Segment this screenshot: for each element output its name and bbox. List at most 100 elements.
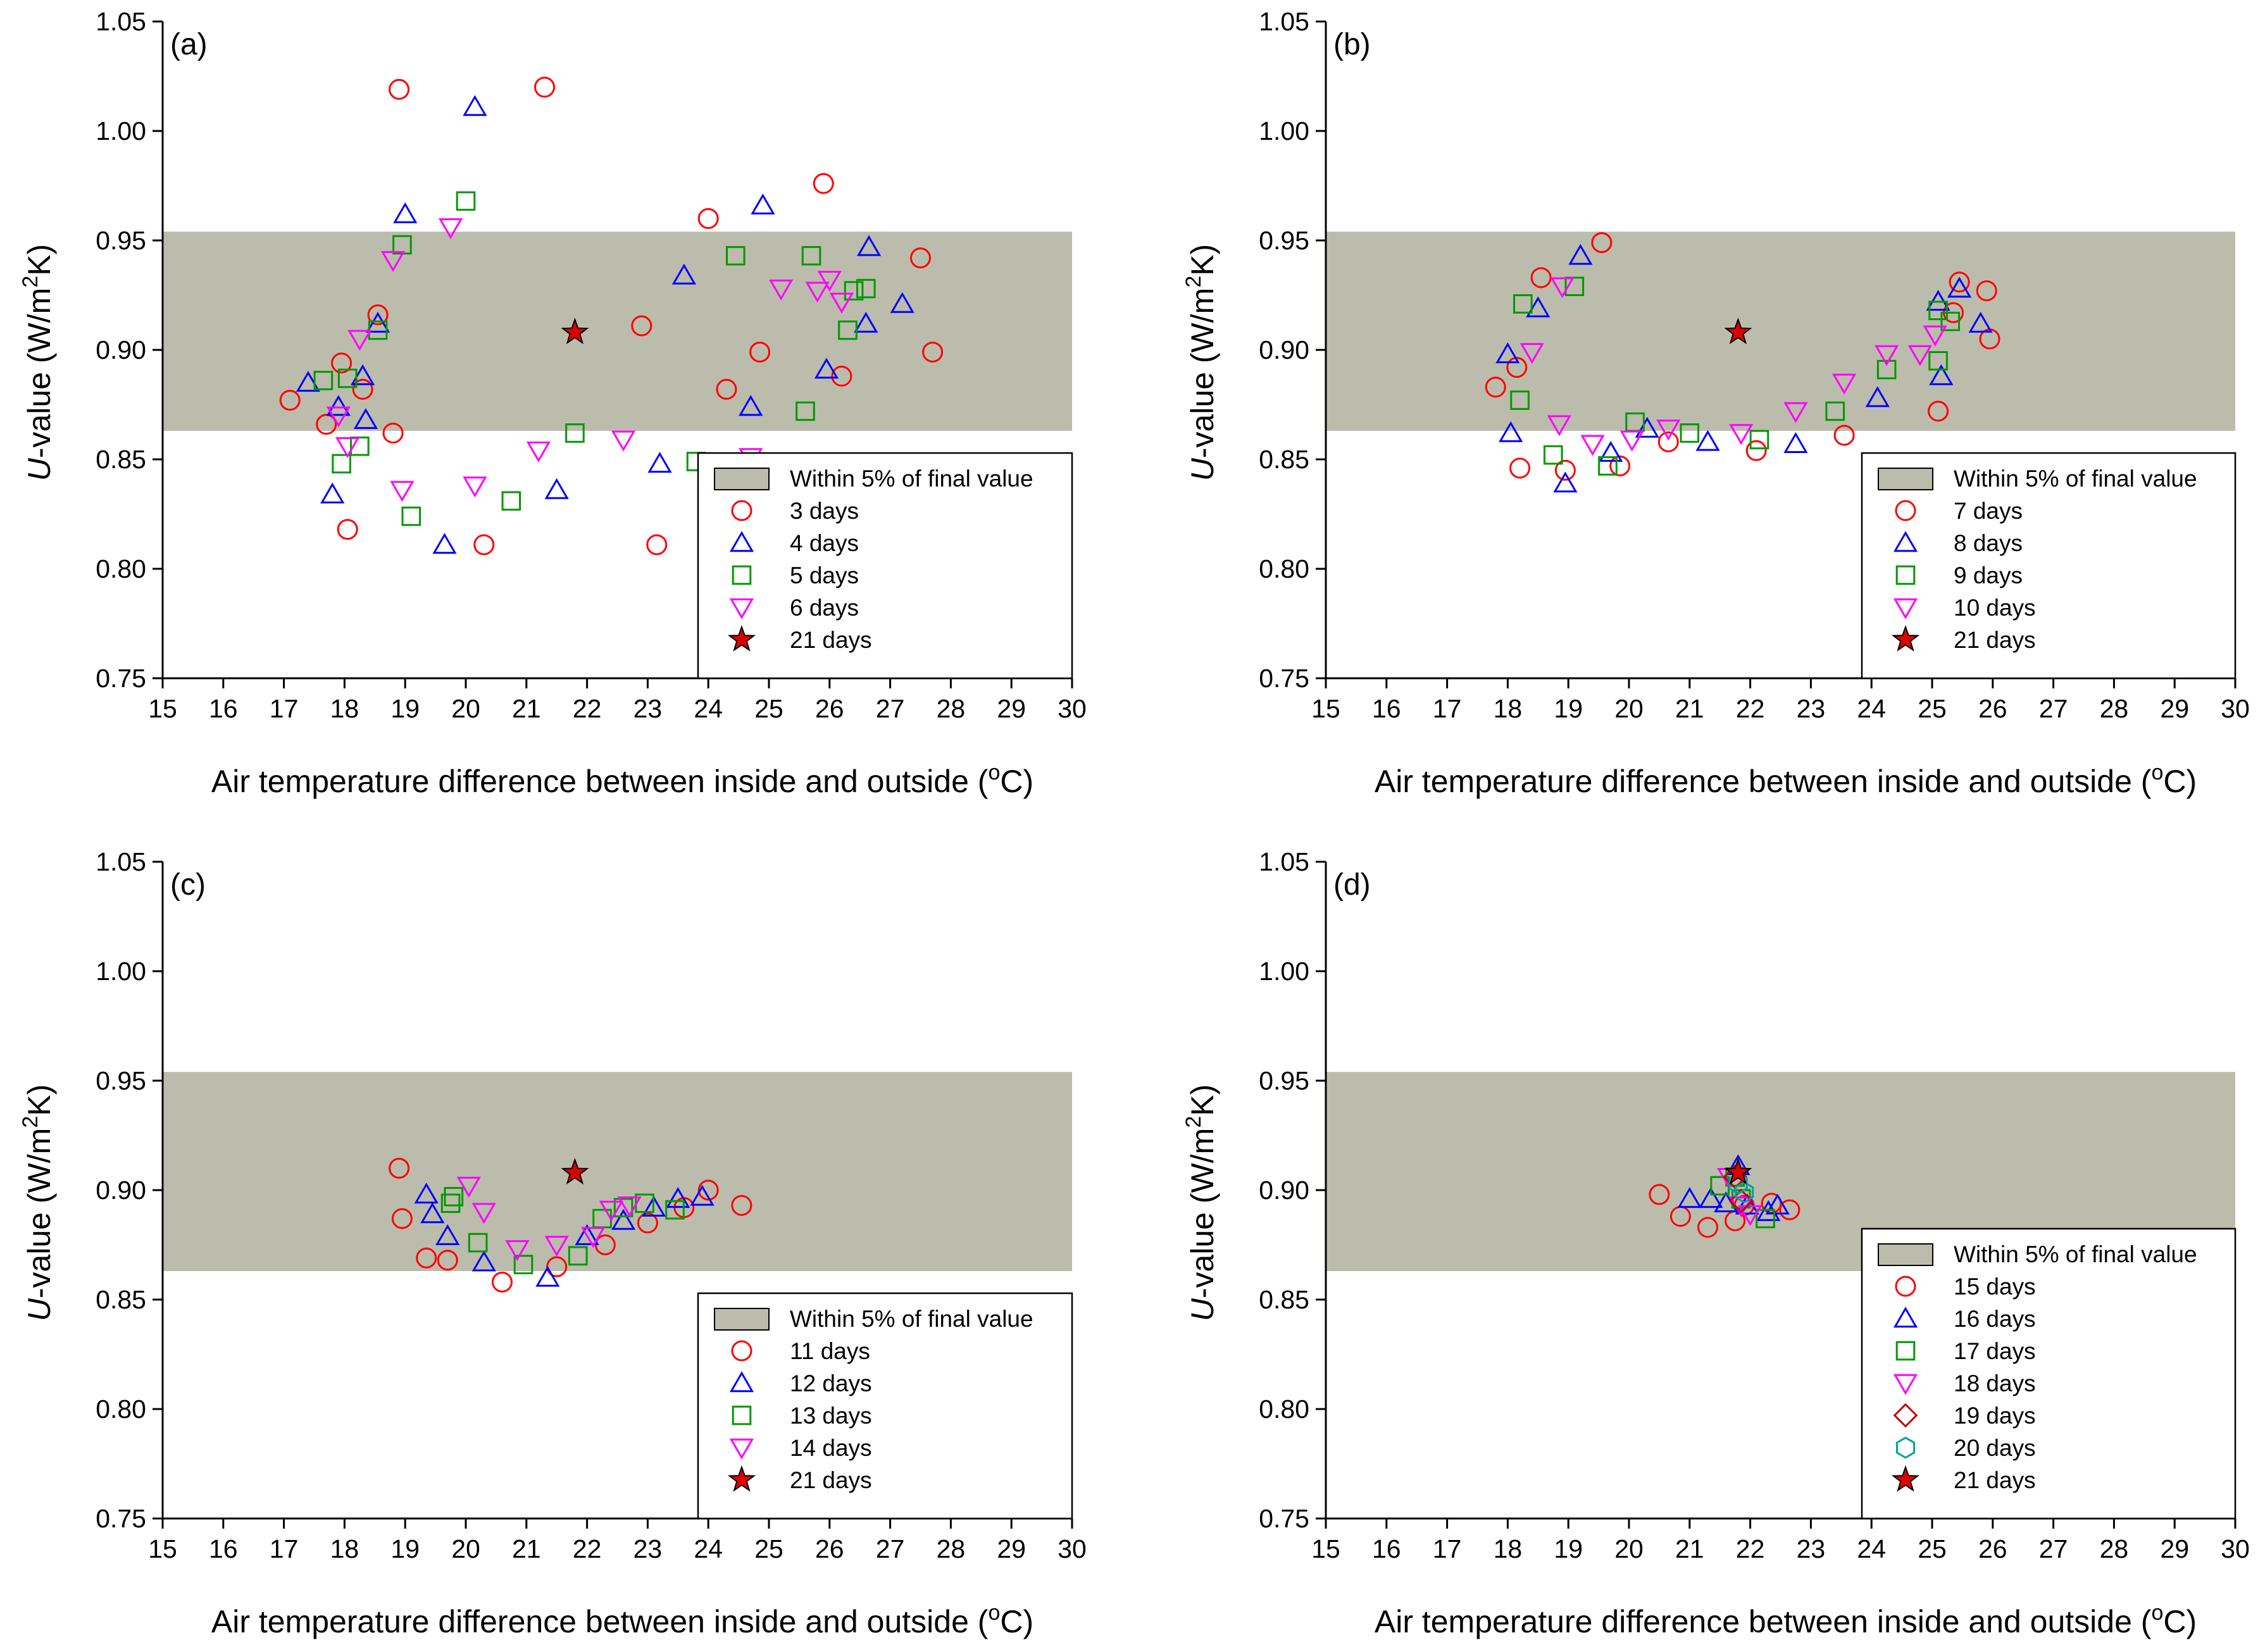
data-point [1543, 445, 1563, 465]
legend-marker [1891, 1465, 1920, 1492]
y-tick-label: 0.95 [96, 226, 146, 255]
series-21-days [561, 318, 589, 345]
data-point [575, 1224, 599, 1245]
data-point [1599, 440, 1623, 462]
legend-marker [1895, 565, 1916, 585]
data-point [1695, 430, 1720, 451]
data-point [666, 1187, 690, 1208]
legend-band-swatch [714, 468, 770, 490]
data-point [1657, 431, 1679, 452]
data-point [1680, 423, 1700, 443]
data-point [697, 208, 719, 229]
x-tick-label: 15 [1311, 694, 1340, 723]
y-tick-label: 1.05 [1259, 7, 1309, 36]
data-point [296, 371, 321, 392]
data-point [1728, 1188, 1754, 1214]
x-tick-label: 18 [330, 694, 359, 723]
data-point [367, 304, 389, 326]
data-point [726, 245, 746, 266]
data-point [631, 315, 652, 337]
legend-box [1861, 452, 2237, 680]
data-point [352, 378, 373, 400]
data-point [805, 282, 830, 303]
data-point [463, 95, 487, 116]
data-point [365, 311, 390, 333]
data-point [1926, 290, 1950, 311]
series-3-days [279, 77, 944, 556]
data-point [813, 173, 834, 194]
x-tick-label: 18 [1494, 694, 1523, 723]
y-tick-label: 0.80 [1259, 1394, 1309, 1424]
y-axis-label: U-value (W/m2K) [1182, 1084, 1220, 1322]
tolerance-band [1326, 232, 2235, 432]
series-20-days [1728, 1172, 1754, 1203]
y-tick-label: 0.90 [96, 335, 146, 364]
data-point [1510, 390, 1530, 410]
data-point [468, 1233, 488, 1253]
x-tick-label: 17 [1433, 1534, 1462, 1563]
series-21-days [1724, 1158, 1752, 1185]
data-point [1756, 1208, 1775, 1229]
x-tick-label: 24 [1857, 1534, 1886, 1563]
data-point [561, 318, 589, 345]
x-tick-label: 21 [512, 694, 541, 723]
x-tick-label: 27 [2039, 694, 2068, 723]
x-tick-label: 17 [270, 1534, 299, 1563]
data-point [380, 251, 406, 272]
panel-label: (a) [170, 28, 208, 61]
legend-label: 16 days [1954, 1306, 2036, 1332]
panel-label: (c) [170, 868, 206, 902]
legend-box [1861, 1227, 2237, 1520]
data-point [647, 452, 672, 473]
legend-label: 8 days [1954, 530, 2023, 556]
data-point [353, 407, 378, 429]
data-point [1765, 1193, 1790, 1215]
y-tick-label: 1.00 [1259, 957, 1309, 986]
legend-label: Within 5% of final value [790, 466, 1033, 492]
legend-marker [1891, 624, 1920, 652]
x-tick-label: 17 [1433, 694, 1462, 723]
data-point [854, 311, 878, 333]
x-tick-label: 17 [270, 694, 299, 723]
x-tick-label: 22 [573, 1534, 602, 1563]
x-tick-label: 23 [1797, 694, 1826, 723]
x-tick-label: 24 [694, 694, 723, 723]
data-point [456, 191, 476, 211]
x-tick-label: 19 [390, 1534, 420, 1563]
x-axis-label: Air temperature difference between insid… [211, 761, 1033, 799]
legend-marker [729, 598, 754, 619]
x-tick-label: 30 [1058, 1534, 1087, 1563]
data-point [326, 395, 351, 416]
legend-marker [727, 1465, 756, 1492]
x-tick-label: 25 [1918, 694, 1947, 723]
data-point [1506, 357, 1528, 378]
data-point [505, 1240, 530, 1262]
x-tick-label: 24 [1857, 694, 1886, 723]
legend-label: Within 5% of final value [790, 1306, 1033, 1332]
data-point [801, 245, 821, 266]
y-tick-label: 1.05 [1259, 847, 1309, 876]
data-point [1547, 415, 1571, 437]
x-tick-label: 27 [876, 694, 905, 723]
data-point [1876, 359, 1897, 380]
data-point [617, 1196, 642, 1217]
legend-marker [1893, 598, 1918, 619]
legend-label: 21 days [1954, 627, 2036, 653]
data-point [1550, 277, 1575, 299]
panel-c: 15 16 17 18 19 20 21 22 23 24 25 26 27 28 29 30 0.75 0.80… [18, 847, 1087, 1639]
data-point [444, 1187, 464, 1207]
series-21-days [561, 1158, 589, 1185]
legend-label: 13 days [790, 1403, 872, 1429]
data-point [420, 1202, 445, 1224]
x-tick-label: 26 [1978, 694, 2007, 723]
panel-b: 15 16 17 18 19 20 21 22 23 24 25 26 27 28 29 30 0.75 0.80… [1182, 7, 2250, 799]
legend-marker [1893, 1374, 1918, 1395]
x-tick-label: 16 [209, 1534, 238, 1563]
data-point [544, 1236, 569, 1257]
data-point [665, 1200, 685, 1220]
y-tick-label: 1.00 [96, 957, 146, 986]
data-point [401, 506, 421, 526]
data-point [331, 352, 353, 374]
series-14-days [456, 1176, 642, 1262]
data-point [463, 476, 487, 498]
